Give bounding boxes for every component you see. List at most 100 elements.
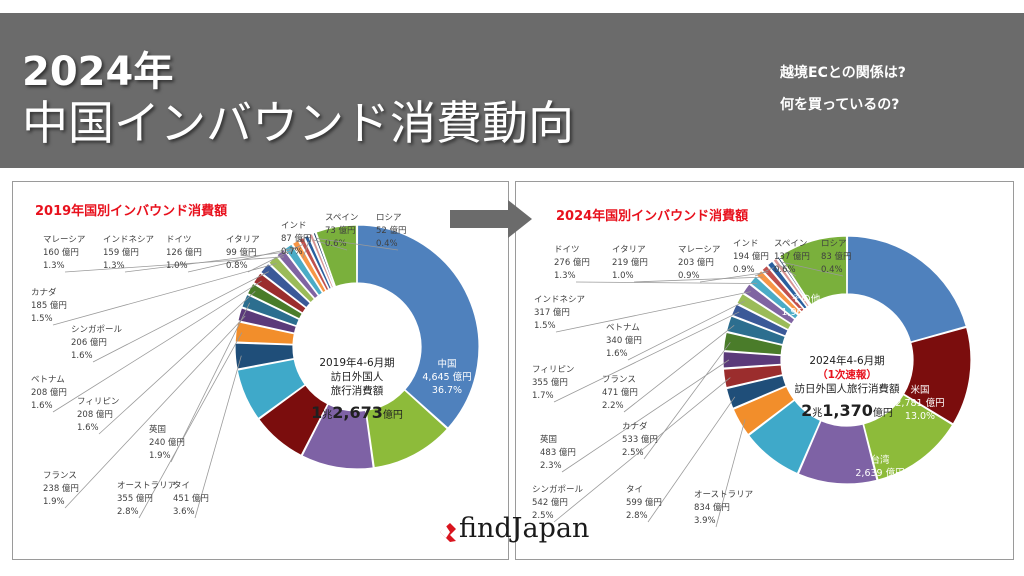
slice-name-label: ドイツ: [166, 235, 192, 245]
center-caption: 訪日外国人旅行消費額: [795, 382, 900, 395]
slice-pct-label: 36.7%: [432, 385, 462, 396]
slice-pct-label: 1.3%: [554, 271, 576, 281]
leader-line: [777, 263, 797, 277]
slice-pct-label: 13.0%: [905, 411, 935, 422]
slice-name-label: シンガポール: [532, 484, 584, 495]
leader-line: [643, 342, 731, 460]
chart-panel-2019: 2019年国別インバウンド消費額 中国 4,645 億円 36.7% 台湾 1,414 億…: [12, 181, 509, 560]
slice-pct-label: 0.9%: [678, 271, 700, 281]
leader-line: [92, 271, 270, 363]
slice-name-label: 韓国: [801, 496, 820, 507]
slice-name-label: オーストラリア: [117, 481, 176, 491]
slice-e7b1b3e59bbd: [902, 326, 972, 425]
slice-name-label: 英国: [540, 434, 557, 445]
slice-e99f93e59bbd: [301, 403, 374, 470]
slice-name-label: 香港: [239, 418, 259, 430]
slice-pct-label: 2.2%: [602, 401, 624, 411]
slice-e3819de381aee4bb96: [778, 235, 848, 306]
slice-pct-label: 2.5%: [622, 448, 644, 458]
slice-pct-label: 1.6%: [31, 401, 53, 411]
slice-name-label: フィリピン: [77, 397, 119, 407]
leader-line: [52, 280, 262, 413]
slice-value-label: 317 億円: [534, 307, 570, 318]
slice-pct-label: 1.6%: [77, 423, 99, 433]
slice-pct-label: 5.5%: [319, 322, 343, 333]
right-arrow-icon: [450, 200, 532, 238]
leader-line: [170, 302, 251, 463]
slice-pct-label: 1.5%: [534, 321, 556, 331]
slice-name-label: インドネシア: [534, 295, 585, 305]
slice-value-label: 1,743 億円: [735, 476, 784, 488]
slice-pct-label: 0.6%: [325, 239, 347, 249]
center-caption: （1次速報）: [817, 368, 877, 381]
slice-value-label: 4,420 億円: [849, 317, 898, 329]
slice-value-label: 897 億円: [229, 431, 269, 443]
slice-name-label: フランス: [602, 375, 636, 385]
leader-line: [316, 237, 399, 251]
leader-line: [187, 246, 299, 273]
slice-pct-label: 0.9%: [733, 265, 755, 275]
slice-name-label: 香港: [750, 463, 770, 475]
slice-value-label: 834 億円: [694, 502, 730, 513]
leader-line: [555, 291, 751, 333]
slice-value-label: 137 億円: [774, 251, 810, 262]
slice-pct-label: 1.0%: [166, 261, 188, 271]
slice-pct-label: 1.9%: [43, 497, 65, 507]
slice-value-label: 340 億円: [606, 335, 642, 346]
slice-name-label: ベトナム: [31, 375, 65, 385]
leader-line: [647, 396, 736, 523]
slice-pct-label: 11.2%: [383, 493, 413, 504]
slice-name-label: イタリア: [612, 245, 646, 255]
slice-value-label: 542 億円: [532, 497, 568, 508]
leader-line: [627, 300, 745, 361]
slice-pct-label: 0.7%: [281, 247, 303, 257]
findjapan-logo-icon: [440, 523, 456, 542]
slice-value-label: 2,232 億円: [786, 508, 835, 520]
leader-line: [52, 263, 277, 326]
center-total: 1兆2,673億円: [311, 403, 403, 422]
slice-value-label: 1,229 億円: [308, 504, 357, 516]
slice-name-label: 英国: [149, 424, 166, 435]
leader-line: [754, 267, 774, 277]
slice-name-label: カナダ: [622, 421, 648, 432]
slice-value-label: 160 億円: [43, 247, 79, 258]
slice-pct-label: 8.2%: [748, 490, 772, 501]
slice-e4b8ade59bbd: [846, 235, 968, 343]
leader-line: [623, 325, 735, 413]
slice-value-label: 99 億円: [226, 247, 257, 258]
slice-value-label: 219 億円: [612, 257, 648, 268]
slice-pct-label: 3.6%: [173, 507, 195, 517]
leader-line: [98, 290, 256, 435]
page-title-year: 2024年: [22, 49, 174, 95]
center-caption: 訪日外国人: [331, 370, 384, 383]
slice-name-label: その他: [317, 295, 346, 307]
slice-value-label: 944 億円: [256, 483, 296, 495]
slice-name-label: インドネシア: [103, 235, 154, 245]
slice-pct-label: 1.6%: [71, 351, 93, 361]
slice-pct-label: 1.5%: [31, 314, 53, 324]
center-caption: 2019年4-6月期: [319, 356, 394, 369]
slice-name-label: インド: [281, 221, 307, 231]
slice-e3819de381aee4bb96: [315, 224, 358, 288]
slice-value-label: 203 億円: [678, 257, 714, 268]
slice-pct-label: 1.9%: [149, 451, 171, 461]
chart-title: 2024年国別インバウンド消費額: [556, 208, 748, 224]
slice-e7b1b3e59bbd: [257, 384, 329, 457]
slice-name-label: 中国: [864, 304, 883, 316]
slice-value-label: 87 億円: [281, 233, 312, 244]
slice-name-label: カナダ: [31, 287, 57, 298]
slice-name-label: 米国: [266, 470, 285, 482]
slice-name-label: インド: [733, 239, 759, 249]
slice-pct-label: 1.3%: [43, 261, 65, 271]
slice-pct-label: 7.1%: [237, 445, 261, 456]
slice-value-label: 2,781 億円: [895, 397, 944, 409]
slice-value-label: 2,639 億円: [855, 467, 904, 479]
leader-line: [715, 419, 746, 528]
slice-pct-label: 1.3%: [103, 261, 125, 271]
slice-value-label: 240 億円: [149, 437, 185, 448]
slice-name-label: その他: [792, 293, 821, 305]
leader-line: [553, 377, 731, 523]
slice-name-label: スペイン: [325, 213, 358, 223]
slice-value-label: 238 億円: [43, 483, 79, 494]
subtitle-question-1: 越境ECとの関係は?: [780, 65, 906, 81]
